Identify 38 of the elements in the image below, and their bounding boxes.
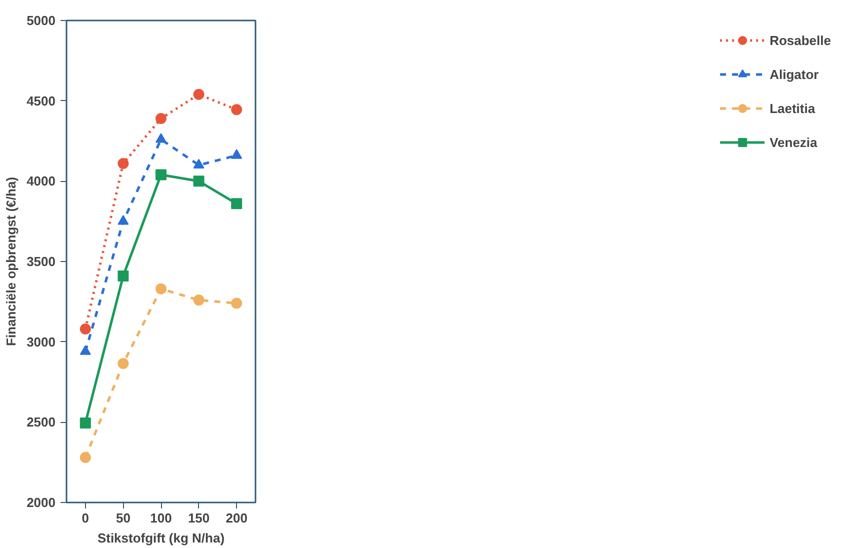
y-axis-title: Financiële opbrengst (€/ha) [4,176,19,346]
point [118,358,129,370]
point [193,88,204,100]
point [156,133,166,143]
point [231,104,242,116]
y-tick-label: 2500 [26,414,56,430]
point [118,215,129,225]
point [80,452,91,464]
y-tick-label: 3500 [26,254,56,269]
legend-label: Rosabelle [770,32,831,48]
point [193,158,204,168]
point [156,113,166,124]
x-tick-label: 150 [188,510,210,526]
point [156,169,166,180]
x-tick-label: 0 [82,510,90,526]
legend-label: Laetitia [770,100,816,116]
x-tick-label: 50 [116,510,130,526]
y-tick-label: 2000 [26,495,56,510]
point [231,198,242,210]
point [231,149,242,159]
x-tick-label: 100 [150,510,172,526]
point [118,158,129,169]
point [80,345,91,355]
point [231,298,242,309]
point [80,417,91,428]
point [118,270,129,282]
point [156,283,166,294]
legend-label: Venezia [770,134,818,150]
y-tick-label: 3000 [26,334,56,350]
y-tick-label: 4000 [26,174,56,189]
point [193,176,204,187]
legend-label: Aligator [770,66,819,82]
x-tick-label: 200 [226,510,248,526]
y-tick-label: 4500 [26,93,56,108]
x-axis-title: Stikstofgift (kg N/ha) [97,530,225,546]
point [80,323,91,334]
y-tick-label: 5000 [26,13,56,28]
point [193,294,204,306]
